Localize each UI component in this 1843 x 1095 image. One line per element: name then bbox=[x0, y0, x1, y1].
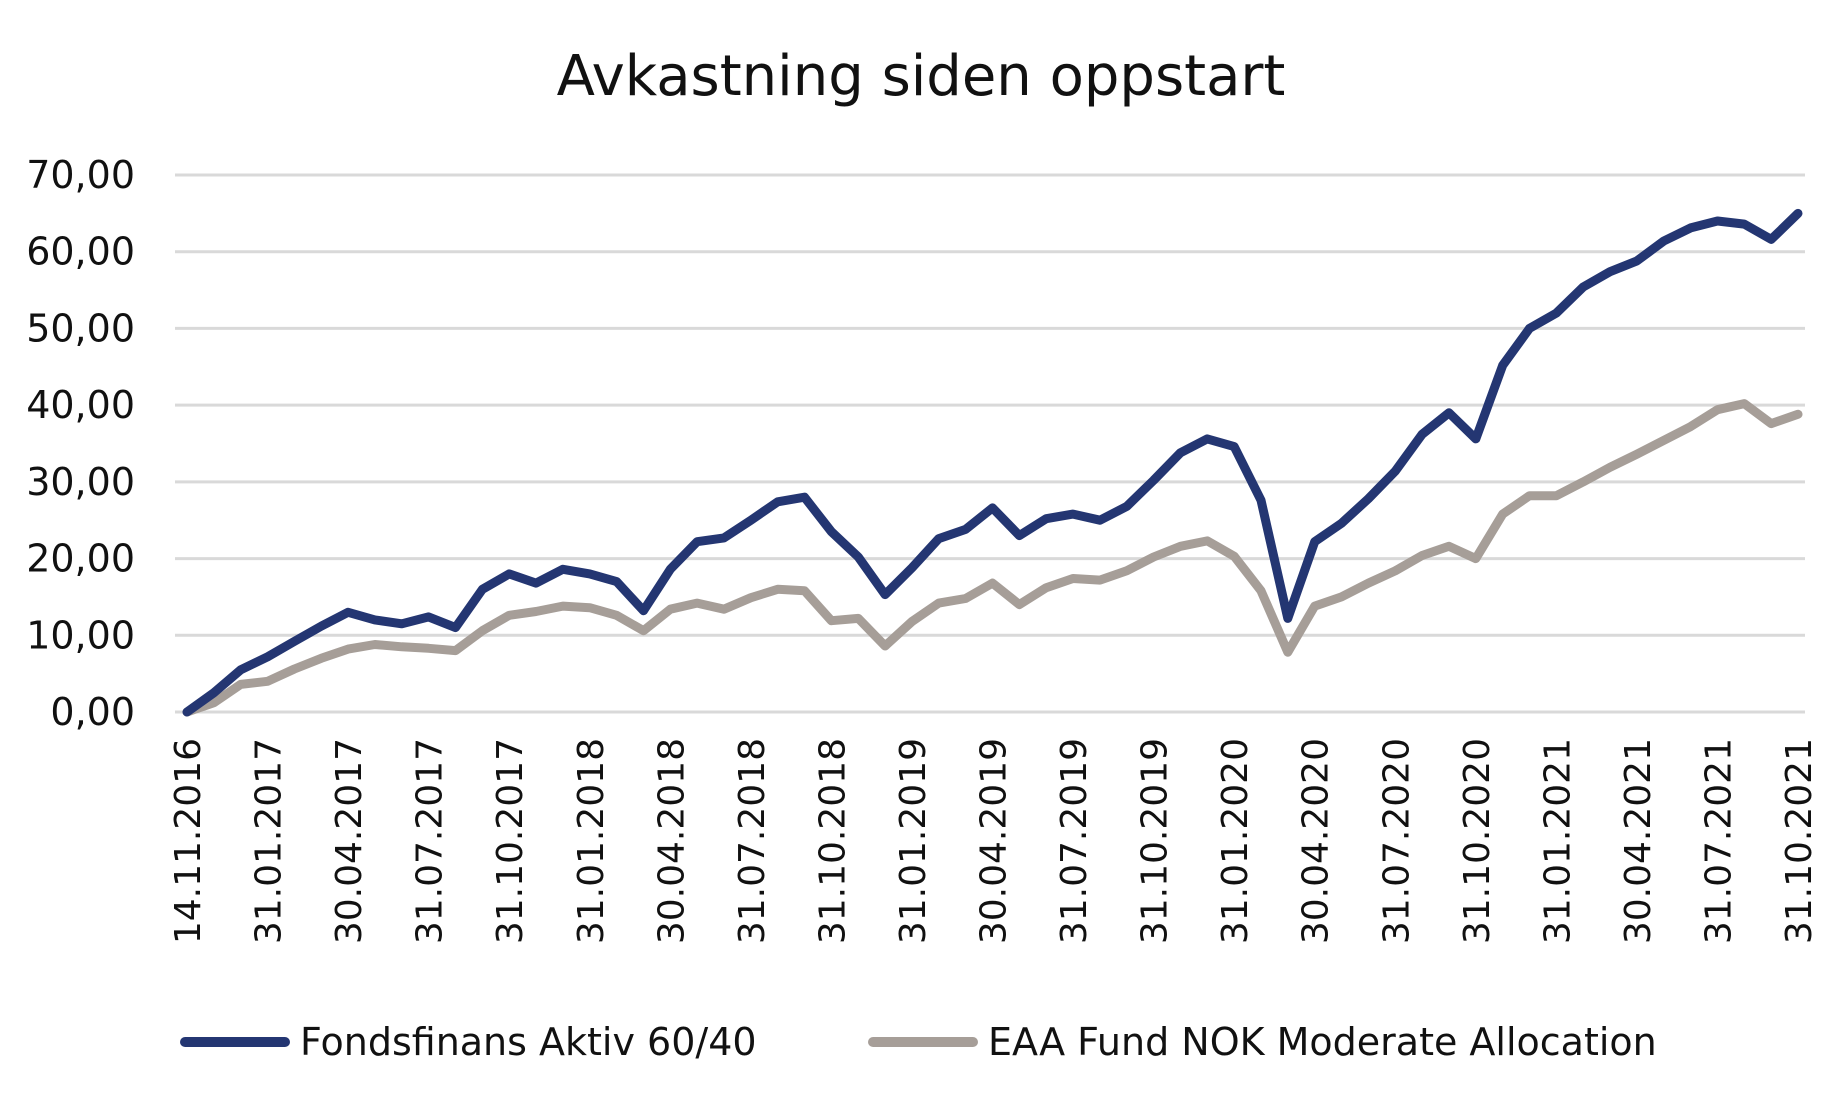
series-lines bbox=[182, 208, 1803, 717]
x-tick-label: 30.04.2021 bbox=[1618, 738, 1659, 944]
series-line bbox=[182, 208, 1803, 717]
x-tick-label: 31.10.2017 bbox=[490, 738, 531, 944]
x-tick-label: 31.07.2019 bbox=[1054, 738, 1095, 944]
y-tick-label: 50,00 bbox=[26, 306, 135, 350]
series-line bbox=[182, 399, 1803, 717]
x-tick-label: 30.04.2017 bbox=[329, 738, 370, 944]
legend-label: EAA Fund NOK Moderate Allocation bbox=[988, 1020, 1657, 1064]
x-tick-label: 31.07.2020 bbox=[1376, 738, 1417, 944]
x-tick-label: 31.01.2021 bbox=[1537, 738, 1578, 944]
x-tick-label: 14.11.2016 bbox=[168, 738, 209, 944]
x-tick-label: 31.10.2019 bbox=[1135, 738, 1176, 944]
x-tick-label: 31.10.2020 bbox=[1457, 738, 1498, 944]
y-tick-label: 20,00 bbox=[26, 537, 135, 581]
y-tick-label: 0,00 bbox=[50, 690, 135, 734]
x-tick-label: 31.10.2021 bbox=[1779, 738, 1820, 944]
x-tick-label: 31.07.2021 bbox=[1698, 738, 1739, 944]
grid-lines bbox=[175, 173, 1805, 714]
y-tick-label: 30,00 bbox=[26, 460, 135, 504]
x-tick-label: 30.04.2020 bbox=[1296, 738, 1337, 944]
y-tick-label: 40,00 bbox=[26, 383, 135, 427]
x-tick-label: 31.10.2018 bbox=[812, 738, 853, 944]
x-tick-label: 30.04.2018 bbox=[651, 738, 692, 944]
chart-title: Avkastning siden oppstart bbox=[557, 44, 1286, 109]
x-tick-label: 31.01.2019 bbox=[893, 738, 934, 944]
x-tick-label: 31.01.2017 bbox=[249, 738, 290, 944]
y-tick-label: 60,00 bbox=[26, 230, 135, 274]
legend: Fondsfinans Aktiv 60/40 EAA Fund NOK Mode… bbox=[180, 1020, 1657, 1064]
x-axis-ticks: 14.11.2016 31.01.2017 30.04.2017 31.07.2017… bbox=[168, 738, 1820, 944]
x-tick-label: 31.01.2018 bbox=[571, 738, 612, 944]
y-tick-label: 10,00 bbox=[26, 613, 135, 657]
x-tick-label: 31.01.2020 bbox=[1215, 738, 1256, 944]
y-axis-ticks: 0,00 10,00 20,00 30,00 40,00 50,00 60,00 70,00 bbox=[26, 153, 135, 734]
legend-label: Fondsfinans Aktiv 60/40 bbox=[300, 1020, 757, 1064]
x-tick-label: 31.07.2018 bbox=[732, 738, 773, 944]
x-tick-label: 31.07.2017 bbox=[410, 738, 451, 944]
x-tick-label: 30.04.2019 bbox=[974, 738, 1015, 944]
y-tick-label: 70,00 bbox=[26, 153, 135, 197]
